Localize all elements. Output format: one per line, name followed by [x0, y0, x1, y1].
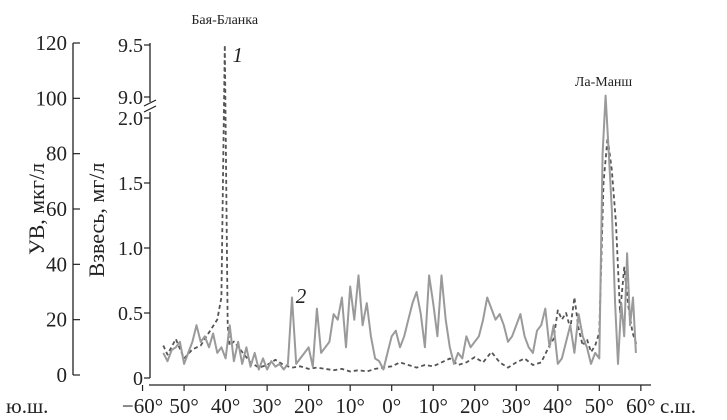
axis-break-mark: [143, 105, 157, 113]
x-tick-label: 30°: [252, 394, 281, 418]
labels-layer: УВ, мкг/л Взвесь, мг/л ю.ш. с.ш. Бая-Бла…: [6, 13, 696, 418]
series-1-line: [162, 44, 638, 373]
y-left-tick-label: 80: [46, 142, 67, 166]
y-right-tick-label: 0.5: [118, 303, 143, 325]
x-tick-label: 10°: [335, 394, 364, 418]
x-tick-label: 50°: [169, 394, 198, 418]
y-right-tick-label: 0: [133, 368, 143, 390]
x-axis-north-label: с.ш.: [660, 394, 696, 418]
series-label-2: 2: [296, 284, 307, 308]
y-right-axis-title: Взвесь, мг/л: [84, 163, 109, 278]
y-left-tick-label: 100: [36, 86, 68, 110]
y-left-tick-label: 120: [36, 31, 68, 55]
peak-label-bahia-blanca: Бая-Бланка: [191, 13, 258, 28]
x-tick-label: 40°: [543, 394, 572, 418]
series-label-1: 1: [233, 43, 244, 67]
x-tick-label: 20°: [294, 394, 323, 418]
x-tick-label: −60°: [122, 394, 163, 418]
y-right-tick-label: 1.5: [118, 173, 143, 195]
x-tick-label: 10°: [419, 394, 448, 418]
series-2-line: [162, 94, 637, 371]
x-tick-label: 40°: [211, 394, 240, 418]
x-tick-label: 60°: [626, 394, 655, 418]
x-tick-label: 30°: [502, 394, 531, 418]
series-layer: [162, 44, 638, 373]
y-left-tick-label: 0: [57, 363, 68, 387]
y-left-tick-label: 40: [46, 252, 67, 276]
y-right-tick-label: 9.5: [118, 35, 143, 57]
y-left-tick-label: 60: [46, 197, 67, 221]
x-tick-label: 50°: [585, 394, 614, 418]
axes: −60° 50° 40° 30° 20° 10° 0° 10° 20° 30° 40° 50° 60°0…: [36, 31, 656, 418]
y-left-tick-label: 20: [46, 308, 67, 332]
y-right-tick-label: 2.0: [118, 108, 143, 130]
x-tick-label: 20°: [460, 394, 489, 418]
y-right-tick-label: 1.0: [118, 238, 143, 260]
x-axis-south-label: ю.ш.: [6, 394, 48, 418]
x-tick-label: 0°: [382, 394, 401, 418]
y-right-tick-label: 9.0: [118, 87, 143, 109]
peak-label-la-manche: Ла-Манш: [575, 75, 633, 90]
y-left-axis-title: УВ, мкг/л: [24, 163, 49, 255]
axis-break-mark: [143, 99, 157, 107]
